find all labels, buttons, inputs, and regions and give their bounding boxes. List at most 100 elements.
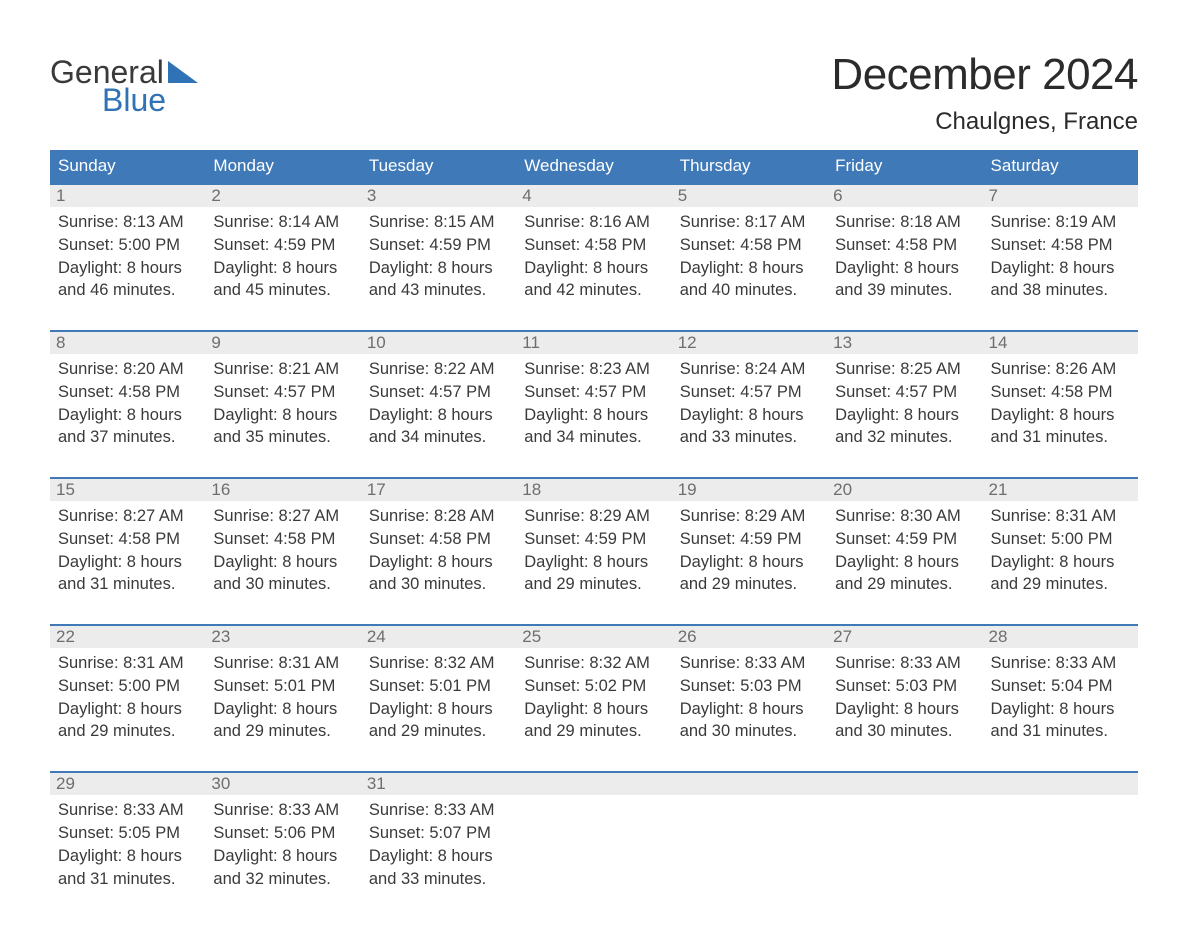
sunset-text: Sunset: 5:00 PM	[991, 528, 1130, 551]
day-cell: Sunrise: 8:19 AMSunset: 4:58 PMDaylight:…	[983, 207, 1138, 306]
day-number: 19	[672, 479, 827, 501]
sunrise-text: Sunrise: 8:27 AM	[213, 505, 352, 528]
sunrise-text: Sunrise: 8:16 AM	[524, 211, 663, 234]
day-cell: Sunrise: 8:33 AMSunset: 5:03 PMDaylight:…	[827, 648, 982, 747]
daylight-line-1: Daylight: 8 hours	[991, 551, 1130, 574]
day-number: 24	[361, 626, 516, 648]
sunrise-text: Sunrise: 8:33 AM	[680, 652, 819, 675]
daylight-line-2: and 32 minutes.	[835, 426, 974, 449]
daylight-line-2: and 29 minutes.	[991, 573, 1130, 596]
day-cell: Sunrise: 8:31 AMSunset: 5:00 PMDaylight:…	[50, 648, 205, 747]
sunset-text: Sunset: 5:06 PM	[213, 822, 352, 845]
sunrise-text: Sunrise: 8:32 AM	[369, 652, 508, 675]
sunrise-text: Sunrise: 8:29 AM	[524, 505, 663, 528]
daylight-line-2: and 31 minutes.	[991, 426, 1130, 449]
sunset-text: Sunset: 4:57 PM	[680, 381, 819, 404]
sunrise-text: Sunrise: 8:19 AM	[991, 211, 1130, 234]
daylight-line-1: Daylight: 8 hours	[835, 551, 974, 574]
sunset-text: Sunset: 5:01 PM	[369, 675, 508, 698]
day-number-row: 891011121314	[50, 332, 1138, 354]
daylight-line-2: and 30 minutes.	[213, 573, 352, 596]
daylight-line-2: and 35 minutes.	[213, 426, 352, 449]
sunrise-text: Sunrise: 8:23 AM	[524, 358, 663, 381]
daylight-line-2: and 46 minutes.	[58, 279, 197, 302]
daylight-line-1: Daylight: 8 hours	[369, 845, 508, 868]
day-cell	[516, 795, 671, 894]
daylight-line-1: Daylight: 8 hours	[835, 404, 974, 427]
daylight-line-2: and 29 minutes.	[213, 720, 352, 743]
daylight-line-1: Daylight: 8 hours	[991, 257, 1130, 280]
calendar-week: 15161718192021Sunrise: 8:27 AMSunset: 4:…	[50, 477, 1138, 600]
day-number: 21	[983, 479, 1138, 501]
sunrise-text: Sunrise: 8:31 AM	[213, 652, 352, 675]
sunset-text: Sunset: 4:59 PM	[369, 234, 508, 257]
day-number: 12	[672, 332, 827, 354]
daylight-line-2: and 30 minutes.	[835, 720, 974, 743]
day-cell: Sunrise: 8:14 AMSunset: 4:59 PMDaylight:…	[205, 207, 360, 306]
daylight-line-2: and 30 minutes.	[369, 573, 508, 596]
daylight-line-2: and 40 minutes.	[680, 279, 819, 302]
sunset-text: Sunset: 4:58 PM	[680, 234, 819, 257]
day-number-row: 293031	[50, 773, 1138, 795]
sunset-text: Sunset: 4:58 PM	[58, 528, 197, 551]
daylight-line-1: Daylight: 8 hours	[369, 551, 508, 574]
sunset-text: Sunset: 5:02 PM	[524, 675, 663, 698]
page-title: December 2024	[831, 50, 1138, 100]
sunset-text: Sunset: 5:03 PM	[835, 675, 974, 698]
sunset-text: Sunset: 4:58 PM	[369, 528, 508, 551]
day-number	[672, 773, 827, 795]
sunset-text: Sunset: 5:00 PM	[58, 675, 197, 698]
day-body-row: Sunrise: 8:27 AMSunset: 4:58 PMDaylight:…	[50, 501, 1138, 600]
daylight-line-2: and 42 minutes.	[524, 279, 663, 302]
day-cell: Sunrise: 8:20 AMSunset: 4:58 PMDaylight:…	[50, 354, 205, 453]
daylight-line-1: Daylight: 8 hours	[680, 257, 819, 280]
dow-wednesday: Wednesday	[516, 150, 671, 183]
day-number: 29	[50, 773, 205, 795]
sunrise-text: Sunrise: 8:28 AM	[369, 505, 508, 528]
day-cell: Sunrise: 8:33 AMSunset: 5:07 PMDaylight:…	[361, 795, 516, 894]
sunset-text: Sunset: 4:57 PM	[524, 381, 663, 404]
brand-word-2: Blue	[102, 82, 166, 119]
brand-logo: General Blue	[50, 50, 198, 119]
day-cell: Sunrise: 8:24 AMSunset: 4:57 PMDaylight:…	[672, 354, 827, 453]
daylight-line-1: Daylight: 8 hours	[58, 845, 197, 868]
sunrise-text: Sunrise: 8:14 AM	[213, 211, 352, 234]
brand-triangle-icon	[168, 61, 198, 87]
day-number: 6	[827, 185, 982, 207]
day-number: 7	[983, 185, 1138, 207]
daylight-line-1: Daylight: 8 hours	[680, 551, 819, 574]
sunset-text: Sunset: 4:58 PM	[991, 381, 1130, 404]
day-cell: Sunrise: 8:18 AMSunset: 4:58 PMDaylight:…	[827, 207, 982, 306]
calendar-week: 293031Sunrise: 8:33 AMSunset: 5:05 PMDay…	[50, 771, 1138, 894]
day-number: 8	[50, 332, 205, 354]
sunrise-text: Sunrise: 8:33 AM	[991, 652, 1130, 675]
daylight-line-2: and 31 minutes.	[991, 720, 1130, 743]
day-body-row: Sunrise: 8:31 AMSunset: 5:00 PMDaylight:…	[50, 648, 1138, 747]
sunset-text: Sunset: 4:59 PM	[524, 528, 663, 551]
sunset-text: Sunset: 4:58 PM	[524, 234, 663, 257]
sunrise-text: Sunrise: 8:31 AM	[58, 652, 197, 675]
sunrise-text: Sunrise: 8:26 AM	[991, 358, 1130, 381]
daylight-line-1: Daylight: 8 hours	[524, 698, 663, 721]
daylight-line-2: and 31 minutes.	[58, 573, 197, 596]
sunrise-text: Sunrise: 8:29 AM	[680, 505, 819, 528]
sunrise-text: Sunrise: 8:22 AM	[369, 358, 508, 381]
day-cell: Sunrise: 8:23 AMSunset: 4:57 PMDaylight:…	[516, 354, 671, 453]
sunset-text: Sunset: 5:01 PM	[213, 675, 352, 698]
daylight-line-1: Daylight: 8 hours	[369, 698, 508, 721]
sunset-text: Sunset: 4:58 PM	[835, 234, 974, 257]
day-number: 10	[361, 332, 516, 354]
daylight-line-2: and 30 minutes.	[680, 720, 819, 743]
daylight-line-2: and 29 minutes.	[524, 573, 663, 596]
sunset-text: Sunset: 4:58 PM	[58, 381, 197, 404]
day-cell: Sunrise: 8:21 AMSunset: 4:57 PMDaylight:…	[205, 354, 360, 453]
day-number	[827, 773, 982, 795]
daylight-line-1: Daylight: 8 hours	[58, 404, 197, 427]
day-number	[983, 773, 1138, 795]
sunrise-text: Sunrise: 8:17 AM	[680, 211, 819, 234]
daylight-line-2: and 29 minutes.	[835, 573, 974, 596]
sunrise-text: Sunrise: 8:30 AM	[835, 505, 974, 528]
sunset-text: Sunset: 4:59 PM	[213, 234, 352, 257]
day-number: 20	[827, 479, 982, 501]
sunset-text: Sunset: 5:00 PM	[58, 234, 197, 257]
